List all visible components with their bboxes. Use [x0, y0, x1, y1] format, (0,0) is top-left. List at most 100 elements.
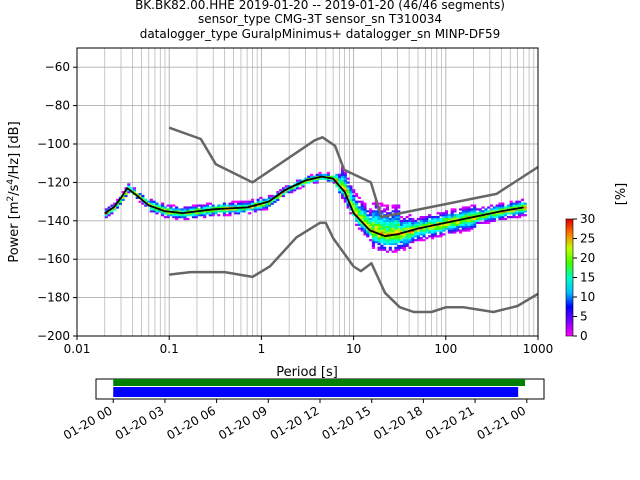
- psd-cell: [408, 246, 412, 249]
- psd-cell: [208, 206, 212, 209]
- psd-cell: [377, 219, 381, 223]
- psd-cell: [402, 229, 406, 232]
- psd-cell: [394, 227, 398, 230]
- title-line-3: datalogger_type GuralpMinimus+ datalogge…: [139, 27, 501, 41]
- psd-cell: [262, 200, 266, 203]
- psd-cell: [394, 229, 398, 232]
- psd-cell: [245, 204, 249, 207]
- x-tick-label: 10: [346, 342, 361, 356]
- psd-cell: [481, 206, 485, 209]
- psd-cell: [357, 210, 361, 213]
- psd-cell: [366, 217, 370, 221]
- psd-cell: [399, 225, 404, 228]
- psd-cell: [447, 231, 451, 234]
- psd-cell: [214, 210, 218, 213]
- psd-cell: [343, 173, 347, 176]
- psd-cell: [467, 219, 471, 223]
- psd-cell: [211, 206, 215, 209]
- psd-cell: [340, 194, 345, 198]
- psd-cell: [203, 214, 207, 217]
- psd-cell: [177, 214, 181, 217]
- psd-cell: [391, 221, 395, 224]
- psd-cell: [473, 204, 477, 207]
- psd-cell: [175, 214, 179, 217]
- psd-cell: [276, 191, 280, 194]
- psd-cell: [377, 240, 381, 244]
- psd-cell: [208, 212, 212, 215]
- psd-cell: [366, 233, 370, 236]
- psd-cell: [383, 246, 387, 249]
- psd-cell: [338, 175, 342, 178]
- psd-cell: [430, 235, 435, 238]
- psd-cell: [422, 219, 426, 223]
- psd-cell: [402, 237, 406, 240]
- psd-cell: [127, 191, 131, 194]
- psd-cell: [433, 221, 437, 224]
- psd-cell: [453, 214, 457, 217]
- psd-cell: [211, 210, 215, 213]
- psd-cell: [439, 225, 443, 228]
- psd-cell: [346, 177, 350, 180]
- psd-cell: [489, 208, 494, 211]
- psd-cell: [203, 212, 207, 215]
- psd-cell: [411, 237, 415, 240]
- psd-cell: [366, 225, 370, 228]
- psd-cell: [430, 225, 435, 228]
- x-tick-label: 100: [434, 342, 457, 356]
- psd-cell: [135, 192, 139, 196]
- psd-cell: [360, 202, 364, 205]
- psd-cell: [172, 204, 176, 207]
- psd-cell: [152, 210, 156, 213]
- psd-cell: [444, 223, 449, 226]
- psd-cell: [385, 237, 390, 240]
- psd-cell: [155, 212, 159, 215]
- psd-cell: [245, 200, 249, 203]
- psd-cell: [414, 221, 418, 224]
- psd-cell: [439, 231, 443, 234]
- psd-cell: [160, 214, 165, 217]
- psd-cell: [433, 231, 437, 234]
- nlnm-curve: [169, 221, 538, 314]
- psd-cell: [253, 208, 257, 211]
- psd-cell: [200, 212, 204, 215]
- psd-cell: [222, 202, 226, 205]
- psd-cell: [369, 210, 373, 213]
- psd-cell: [346, 181, 350, 184]
- psd-cell: [383, 248, 387, 251]
- psd-cell: [433, 216, 437, 219]
- psd-cell: [512, 214, 516, 217]
- psd-cell: [371, 212, 375, 215]
- psd-cell: [152, 204, 156, 207]
- psd-cell: [377, 217, 381, 221]
- psd-cell: [399, 235, 404, 238]
- psd-cell: [430, 229, 435, 232]
- psd-cell: [416, 237, 420, 240]
- psd-cell: [355, 192, 359, 196]
- psd-cell: [450, 231, 454, 234]
- psd-cell: [397, 240, 401, 244]
- psd-cell: [439, 212, 443, 215]
- psd-cell: [371, 217, 375, 221]
- psd-cell: [369, 225, 373, 228]
- psd-cell: [377, 227, 381, 230]
- psd-cell: [267, 196, 271, 200]
- psd-cell: [383, 225, 387, 228]
- psd-cell: [141, 196, 145, 200]
- psd-cell: [273, 194, 277, 198]
- psd-cell: [116, 206, 120, 209]
- psd-cell: [397, 221, 401, 224]
- psd-cell: [169, 212, 173, 215]
- psd-cell: [391, 204, 395, 207]
- psd-cell: [104, 212, 108, 215]
- psd-cell: [501, 214, 505, 217]
- psd-cell: [377, 229, 381, 232]
- psd-cell: [475, 219, 480, 223]
- psd-cell: [355, 200, 359, 203]
- colorbar-tick-label: 20: [580, 251, 595, 265]
- colorbar-tick-label: 5: [580, 310, 588, 324]
- psd-cell: [456, 216, 460, 219]
- psd-cell: [332, 175, 336, 178]
- psd-cell: [487, 216, 491, 219]
- psd-cell: [450, 217, 454, 221]
- psd-cell: [506, 204, 510, 207]
